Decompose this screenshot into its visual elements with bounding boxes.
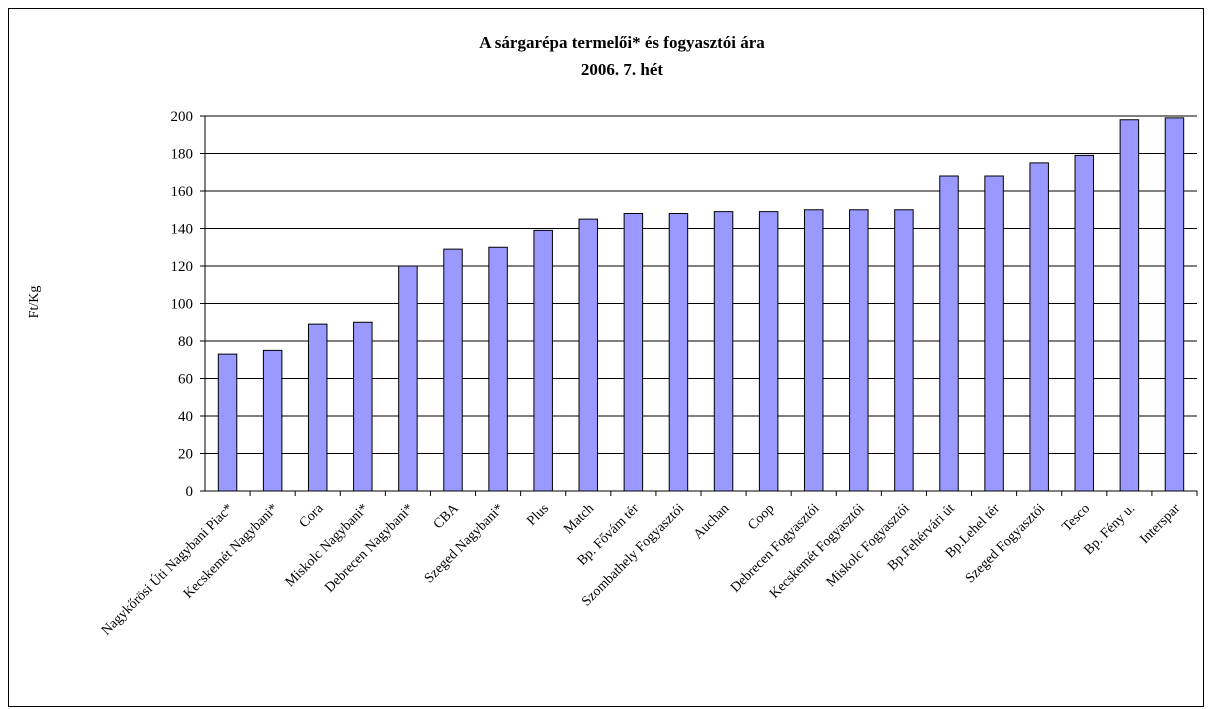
y-tick-label: 180: [171, 147, 194, 163]
bar: [353, 321, 373, 492]
chart-subtitle: 2006. 7. hét: [581, 60, 664, 79]
x-tick-label: Coop: [745, 501, 777, 533]
axes: [200, 115, 1198, 496]
bar: [1029, 162, 1049, 492]
bar: [443, 248, 463, 492]
y-axis-label: Ft/Kg: [27, 286, 42, 319]
y-tick-labels: 0 20 40 60 80 100 120 140 160 180 200: [171, 109, 194, 500]
y-tick-label: 120: [171, 259, 194, 275]
bar: [894, 209, 914, 492]
bar: [758, 211, 779, 492]
bar: [398, 265, 418, 492]
y-tick-label: 0: [186, 484, 194, 500]
y-tick-label: 140: [171, 222, 194, 238]
bar: [307, 323, 328, 492]
x-tick-label: CBA: [431, 501, 463, 533]
bar: [1074, 154, 1095, 492]
y-tick-label: 40: [178, 409, 193, 425]
bar: [1164, 117, 1185, 492]
x-tick-label: Plus: [524, 501, 552, 529]
bar: [849, 209, 869, 492]
bar: [623, 213, 644, 492]
x-tick-label: Match: [561, 501, 597, 537]
bar: [939, 175, 959, 492]
bar: [488, 246, 508, 492]
chart-title: A sárgarépa termelői* és fogyasztói ára: [479, 33, 765, 52]
x-tick-label: Szeged Nagybani*: [422, 501, 507, 586]
x-tick-label: Auchan: [691, 501, 732, 542]
x-tick-label: Debrecen Nagybani*: [322, 501, 416, 595]
x-tick-label: Tesco: [1060, 501, 1094, 535]
bar: [984, 175, 1004, 492]
x-tick-label: Cora: [297, 501, 327, 531]
bars: [217, 117, 1185, 492]
bar: [668, 213, 689, 492]
x-tick-label: Interspar: [1137, 501, 1183, 547]
bar: [533, 229, 553, 492]
x-tick-labels: Nagykőrösi Úti Nagybani Piac*Kecskemét N…: [98, 500, 1184, 639]
y-tick-label: 20: [178, 447, 193, 463]
bar: [578, 218, 599, 492]
chart-frame: [8, 8, 1204, 707]
y-tick-label: 60: [178, 372, 193, 388]
y-tick-label: 160: [171, 184, 194, 200]
bar: [803, 209, 824, 492]
y-tick-label: 80: [178, 334, 193, 350]
y-tick-label: 200: [171, 109, 194, 125]
bar: [217, 353, 238, 492]
y-tick-label: 100: [171, 297, 194, 313]
bar: [1119, 119, 1140, 492]
x-tick-label: Miskolc Nagybani*: [283, 501, 372, 590]
bar: [262, 349, 283, 492]
x-tick-label: Debrecen Fogyasztói: [728, 501, 823, 596]
x-tick-label: Szeged Fogyasztói: [963, 501, 1048, 586]
x-tick-label: Miskolc Fogyasztói: [824, 501, 913, 590]
bar: [713, 211, 734, 492]
